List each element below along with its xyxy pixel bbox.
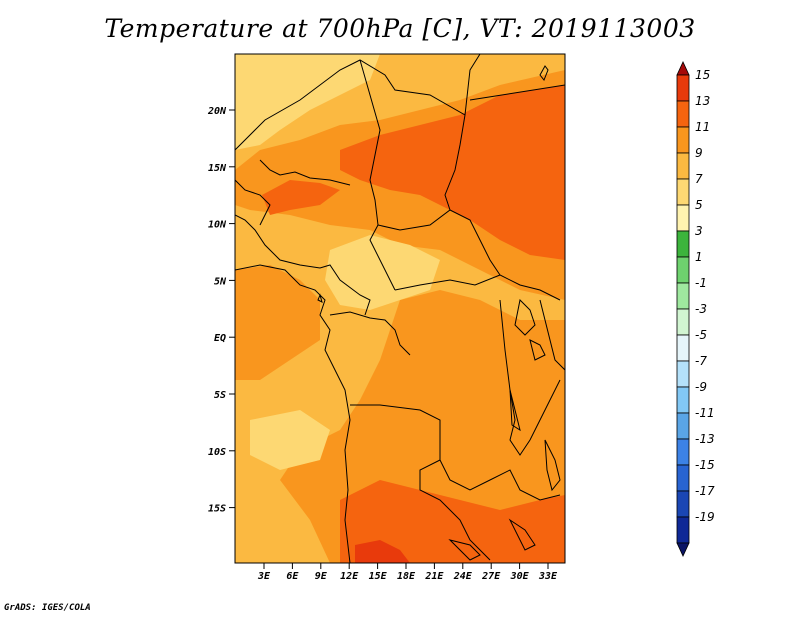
colorbar-swatch bbox=[676, 334, 690, 362]
colorbar-label: 15 bbox=[695, 68, 710, 82]
colorbar-label: 9 bbox=[695, 146, 703, 160]
colorbar-label: -13 bbox=[695, 432, 715, 446]
colorbar-swatch bbox=[676, 490, 690, 518]
colorbar-swatch bbox=[676, 204, 690, 232]
colorbar-label: -5 bbox=[695, 328, 707, 342]
lon-tick-label: 15E bbox=[369, 571, 388, 582]
temperature-field-hottest-south bbox=[355, 540, 410, 563]
longitude-axis: 3E 6E 9E 12E 15E 18E 21E 24E 27E 30E 33E bbox=[257, 563, 558, 582]
lon-tick-label: 24E bbox=[453, 571, 473, 582]
colorbar-label: 13 bbox=[695, 94, 710, 108]
colorbar-bottom-arrow bbox=[676, 542, 690, 557]
colorbar-swatch bbox=[676, 152, 690, 180]
colorbar-swatch bbox=[676, 282, 690, 310]
lat-tick-label: 10N bbox=[208, 220, 227, 231]
colorbar-label: -19 bbox=[695, 510, 715, 524]
colorbar-label: -9 bbox=[695, 380, 707, 394]
lat-tick-label: 5S bbox=[214, 390, 226, 401]
temperature-field-hot-sudan bbox=[340, 85, 565, 260]
temperature-field-hot-south bbox=[340, 480, 565, 563]
colorbar-label: -3 bbox=[695, 302, 707, 316]
lat-tick-label: 15S bbox=[208, 504, 226, 515]
colorbar-label: 5 bbox=[695, 198, 703, 212]
lat-tick-label: 15N bbox=[208, 163, 227, 174]
lon-tick-label: 18E bbox=[397, 571, 416, 582]
temperature-field-hot-sahel bbox=[262, 180, 340, 215]
temperature-field-cool-sahara bbox=[235, 54, 380, 150]
colorbar-label: -7 bbox=[695, 354, 707, 368]
colorbar-label: -17 bbox=[695, 484, 715, 498]
colorbar-swatch bbox=[676, 386, 690, 414]
country-borders bbox=[235, 54, 565, 563]
colorbar-swatch bbox=[676, 178, 690, 206]
lon-tick-label: 9E bbox=[315, 571, 328, 582]
lon-tick-label: 27E bbox=[481, 571, 501, 582]
colorbar-swatch bbox=[676, 256, 690, 284]
colorbar-swatch bbox=[676, 464, 690, 492]
colorbar-swatch bbox=[676, 74, 690, 102]
map-frame bbox=[234, 53, 566, 564]
temperature-field-warm-west bbox=[235, 265, 320, 380]
colorbar-label: 3 bbox=[695, 224, 703, 238]
colorbar-label: -15 bbox=[695, 458, 715, 472]
lat-tick-label: 5N bbox=[214, 276, 227, 287]
colorbar-swatch bbox=[676, 412, 690, 440]
lon-tick-label: 6E bbox=[286, 571, 299, 582]
colorbar-label: -1 bbox=[695, 276, 707, 290]
colorbar-label: 1 bbox=[695, 250, 703, 264]
colorbar-swatch bbox=[676, 360, 690, 388]
latitude-axis: 20N 15N 10N 5N EQ 5S 10S 15S bbox=[207, 106, 235, 515]
chart-title: Temperature at 700hPa [C], VT: 201911300… bbox=[104, 14, 696, 43]
temperature-field-cool-south bbox=[250, 410, 330, 470]
credit-text: GrADS: IGES/COLA bbox=[4, 603, 91, 613]
colorbar: 15 13 11 9 7 5 3 1 -1 -3 -5 -7 -9 -11 -13 -15 -17 -19 bbox=[676, 61, 715, 557]
colorbar-swatch bbox=[676, 230, 690, 258]
colorbar-label: 11 bbox=[695, 120, 710, 134]
lon-tick-label: 12E bbox=[340, 571, 359, 582]
temperature-field-cool-central bbox=[325, 235, 440, 310]
lon-tick-label: 3E bbox=[257, 571, 271, 582]
colorbar-top-arrow bbox=[676, 61, 690, 76]
lat-tick-label: EQ bbox=[214, 333, 226, 344]
colorbar-swatch bbox=[676, 308, 690, 336]
map-panel bbox=[235, 54, 565, 563]
colorbar-swatch bbox=[676, 438, 690, 466]
lat-tick-label: 10S bbox=[208, 447, 226, 458]
colorbar-label: -11 bbox=[695, 406, 715, 420]
colorbar-swatch bbox=[676, 126, 690, 154]
colorbar-swatch bbox=[676, 516, 690, 544]
colorbar-label: 7 bbox=[695, 172, 703, 186]
lat-tick-label: 20N bbox=[207, 106, 227, 117]
lon-tick-label: 30E bbox=[510, 571, 530, 582]
colorbar-swatch bbox=[676, 100, 690, 128]
lon-tick-label: 21E bbox=[424, 571, 444, 582]
lon-tick-label: 33E bbox=[538, 571, 558, 582]
